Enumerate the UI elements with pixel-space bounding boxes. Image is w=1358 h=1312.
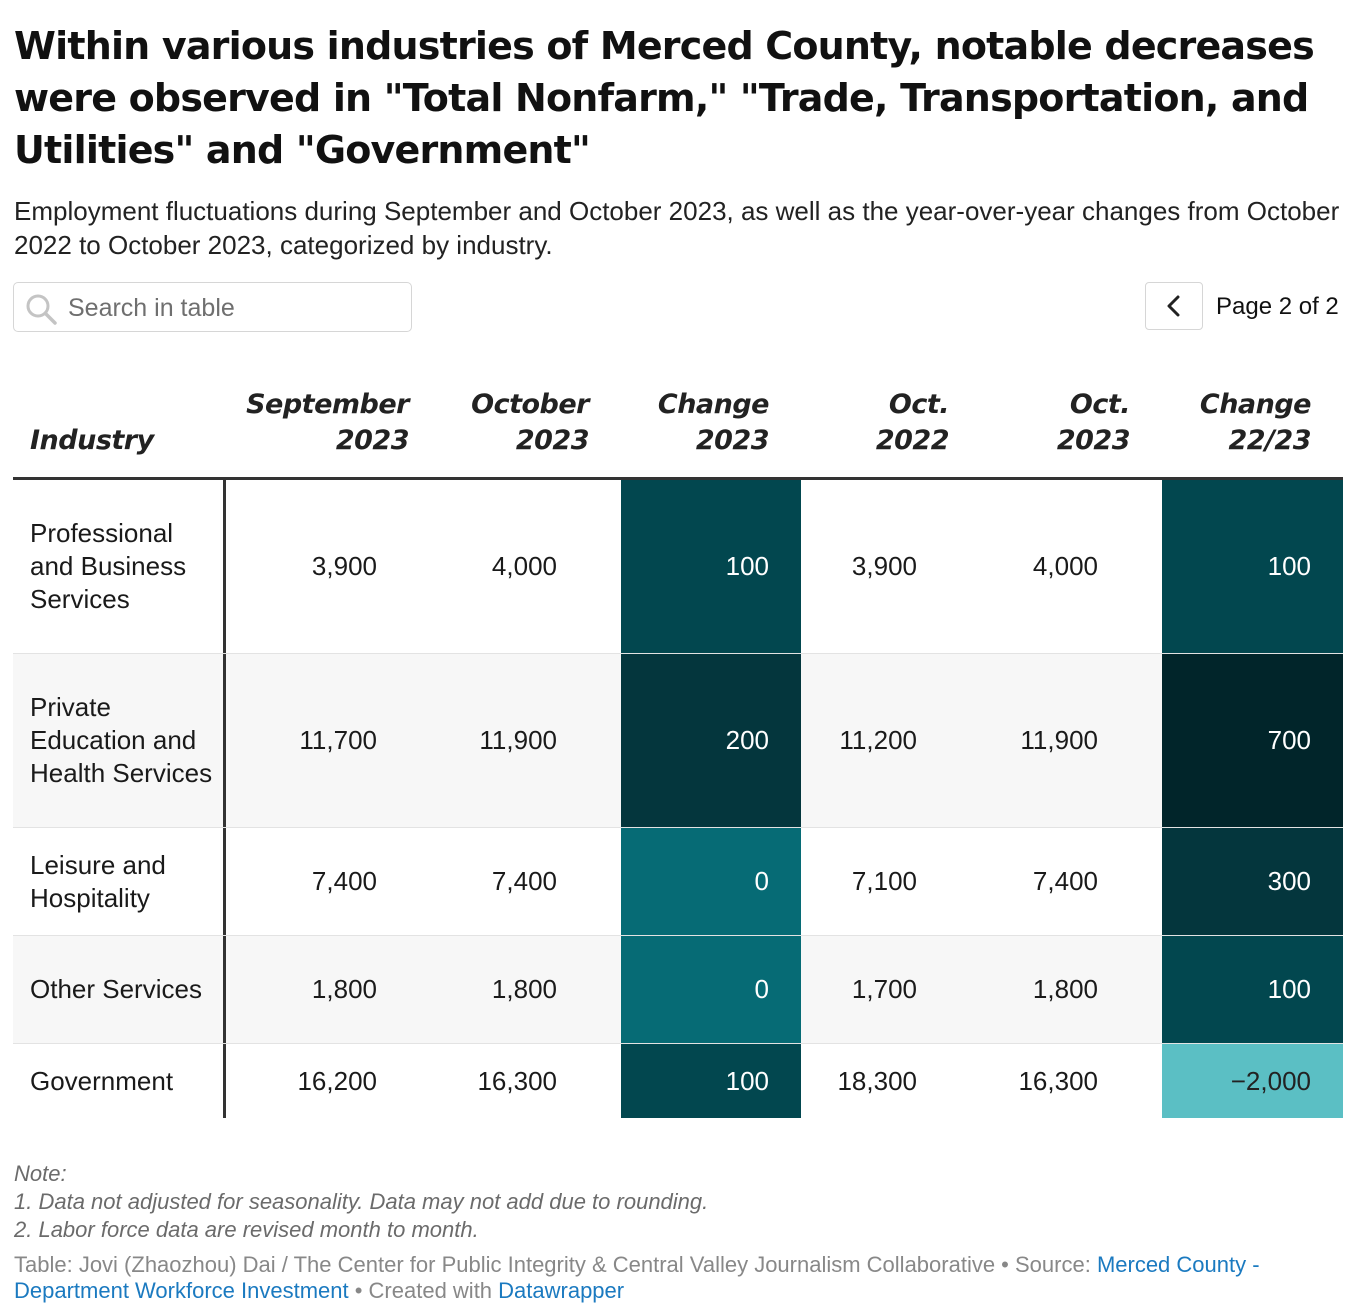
chart-subtitle: Employment fluctuations during September… <box>14 196 1340 260</box>
column-header-october-2023[interactable]: October 2023 <box>471 389 589 456</box>
cell-oct-2022: 18,300 <box>837 1065 917 1096</box>
cell-oct-2023: 4,000 <box>1032 551 1098 581</box>
cell-industry: Government <box>13 1044 226 1118</box>
notes-heading: Note: <box>14 1161 67 1186</box>
data-table: Industry September 2023 October 2023 Cha… <box>13 380 1343 1118</box>
cell-change-2023: 0 <box>621 828 801 935</box>
cell-change-2023: 100 <box>621 1044 801 1118</box>
cell-october-2023: 7,400 <box>491 866 557 896</box>
source-link[interactable]: Merced County - Department Workforce Inv… <box>14 1252 1260 1303</box>
cell-september-2023: 16,200 <box>297 1065 377 1096</box>
cell-oct-2022: 7,100 <box>851 866 917 896</box>
search-icon <box>26 294 57 325</box>
cell-october-2023: 4,000 <box>491 551 557 581</box>
table-row: Other Services 1,800 1,800 0 1,700 1,800 100 <box>13 936 1343 1044</box>
column-header-change-2023[interactable]: Change 2023 <box>657 389 770 456</box>
cell-september-2023: 1,800 <box>311 974 377 1004</box>
cell-industry: Other Services <box>13 936 226 1043</box>
cell-oct-2023: 11,900 <box>1020 725 1098 755</box>
column-header-september-2023[interactable]: September 2023 <box>246 389 409 456</box>
column-header-industry[interactable]: Industry <box>30 425 154 456</box>
cell-change-2023: 100 <box>621 480 801 653</box>
table-row: Leisure and Hospitality 7,400 7,400 0 7,100 7… <box>13 828 1343 936</box>
search-box[interactable]: Search in table <box>13 282 412 332</box>
previous-page-button[interactable] <box>1145 282 1203 330</box>
cell-change-2023: 0 <box>621 936 801 1043</box>
cell-oct-2022: 3,900 <box>851 551 917 581</box>
column-header-change-22-23[interactable]: Change 22/23 <box>1199 389 1312 456</box>
cell-october-2023: 11,900 <box>479 725 557 755</box>
cell-oct-2022: 11,200 <box>839 725 917 755</box>
cell-change-2023: 200 <box>621 654 801 827</box>
table-row: Private Education and Health Services 11,… <box>13 654 1343 828</box>
search-input[interactable]: Search in table <box>68 294 235 322</box>
datawrapper-link[interactable]: Datawrapper <box>498 1278 625 1303</box>
credits: Table: Jovi (Zhaozhou) Dai / The Center … <box>14 1252 1344 1304</box>
page-indicator: Page 2 of 2 <box>1216 293 1339 320</box>
credits-text: Table: Jovi (Zhaozhou) Dai / The Center … <box>14 1252 1097 1277</box>
chevron-left-icon <box>1167 295 1180 317</box>
cell-october-2023: 1,800 <box>491 974 557 1004</box>
cell-change-22-23: 300 <box>1162 828 1343 935</box>
cell-oct-2023: 16,300 <box>1018 1065 1098 1096</box>
cell-oct-2023: 7,400 <box>1032 866 1098 896</box>
cell-change-22-23: 100 <box>1162 480 1343 653</box>
credits-text: • Created with <box>348 1278 499 1303</box>
cell-oct-2023: 1,800 <box>1032 974 1098 1004</box>
notes: Note: 1. Data not adjusted for seasonali… <box>14 1160 1344 1244</box>
column-header-oct-2023[interactable]: Oct. 2023 <box>1056 389 1131 456</box>
note-item: 2. Labor force data are revised month to… <box>14 1217 479 1242</box>
cell-change-22-23: −2,000 <box>1162 1044 1343 1118</box>
table-row: Government 16,200 16,300 100 18,300 16,300 −2,… <box>13 1044 1343 1118</box>
cell-change-22-23: 100 <box>1162 936 1343 1043</box>
note-item: 1. Data not adjusted for seasonality. Da… <box>14 1189 709 1214</box>
cell-september-2023: 3,900 <box>311 551 377 581</box>
cell-oct-2022: 1,700 <box>851 974 917 1004</box>
table-body: Professional and Business Services 3,900 4… <box>13 480 1343 1118</box>
cell-industry: Professional and Business Services <box>13 480 226 653</box>
cell-october-2023: 16,300 <box>477 1065 557 1096</box>
cell-september-2023: 7,400 <box>311 866 377 896</box>
table-header: Industry September 2023 October 2023 Cha… <box>13 380 1343 480</box>
chart-title: Within various industries of Merced Coun… <box>14 24 1315 172</box>
cell-change-22-23: 700 <box>1162 654 1343 827</box>
cell-september-2023: 11,700 <box>299 725 377 755</box>
cell-industry: Leisure and Hospitality <box>13 828 226 935</box>
cell-industry: Private Education and Health Services <box>13 654 226 827</box>
table-row: Professional and Business Services 3,900 4… <box>13 480 1343 654</box>
column-header-oct-2022[interactable]: Oct. 2022 <box>875 389 950 456</box>
